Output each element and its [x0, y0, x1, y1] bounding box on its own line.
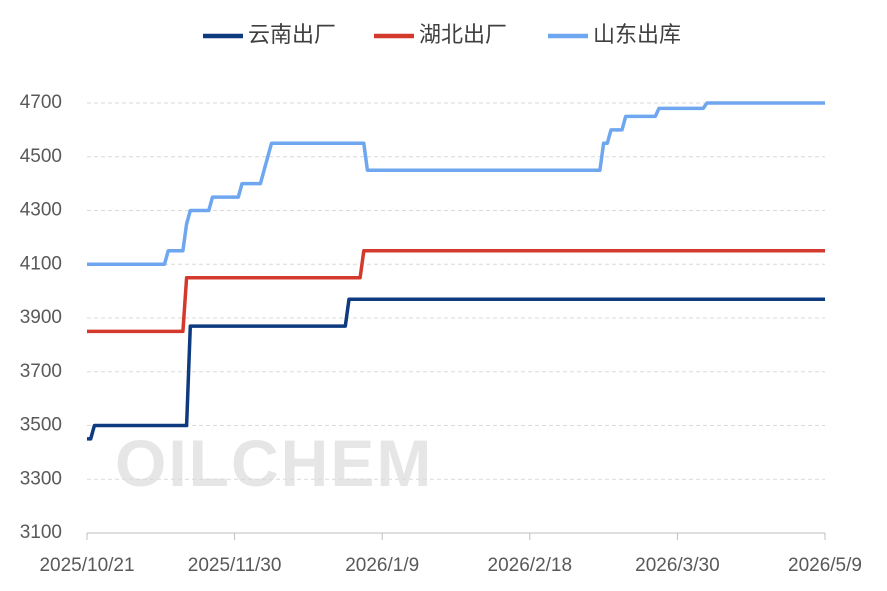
y-tick-label: 4500 [20, 146, 62, 167]
y-tick-label: 3500 [20, 415, 62, 436]
y-tick-label: 3900 [20, 307, 62, 328]
watermark: OILCHEM [115, 426, 433, 500]
x-tick-label: 2026/1/9 [345, 555, 419, 576]
y-tick-label: 3300 [20, 468, 62, 489]
line-series [87, 249, 825, 334]
x-tick-label: 2026/5/9 [788, 555, 862, 576]
legend-label: 云南出厂 [248, 22, 336, 47]
x-tick-label: 2025/10/21 [39, 555, 134, 576]
line-series [87, 101, 825, 267]
legend-label: 山东出库 [593, 22, 681, 47]
legend: 云南出厂 湖北出厂 山东出库 [203, 22, 681, 47]
legend-label: 湖北出厂 [419, 22, 507, 47]
line-series [87, 297, 825, 441]
x-tick-label: 2025/11/30 [188, 555, 282, 576]
y-tick-label: 3100 [20, 522, 62, 543]
y-tick-label: 3700 [20, 361, 62, 382]
y-tick-label: 4700 [20, 92, 62, 113]
y-tick-label: 4100 [20, 253, 62, 274]
y-tick-label: 4300 [20, 200, 62, 221]
x-tick-label: 2026/3/30 [635, 555, 720, 576]
x-tick-label: 2026/2/18 [488, 555, 573, 576]
